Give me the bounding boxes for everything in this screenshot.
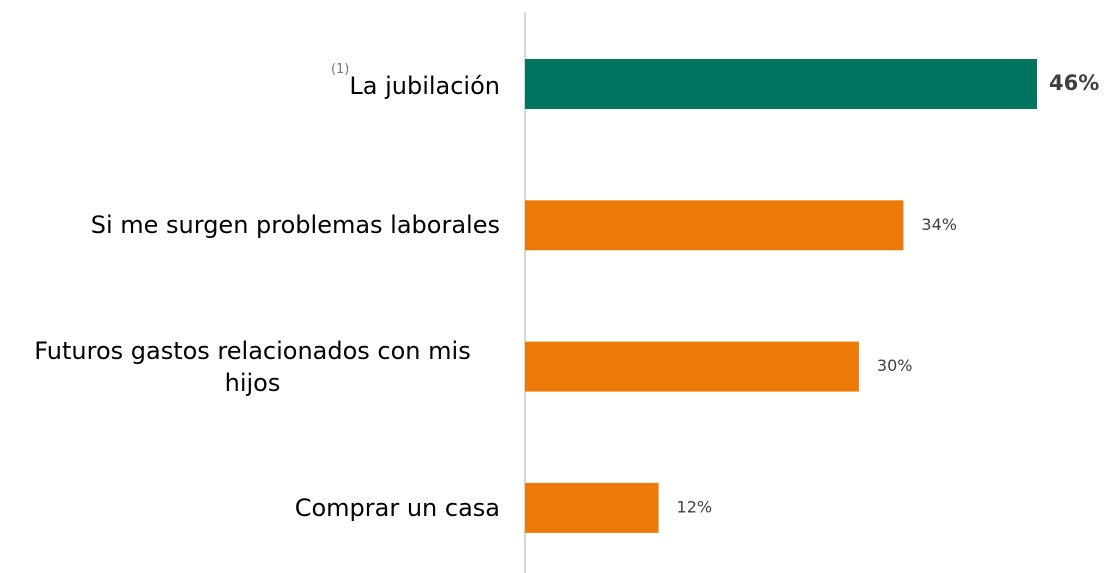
category-name: Futuros gastos relacionados con mis hijo… xyxy=(34,336,471,397)
category-label: (1)La jubilación xyxy=(5,39,500,129)
category-name: La jubilación xyxy=(349,72,500,100)
category-text: (1)La jubilación xyxy=(331,62,500,102)
category-label: Comprar un casa xyxy=(5,463,500,553)
category-label: Futuros gastos relacionados con mis hijo… xyxy=(5,322,500,412)
data-label: 30% xyxy=(877,356,913,375)
category-label: Si me surgen problemas laborales xyxy=(5,180,500,270)
footnote-mark: (1) xyxy=(330,62,350,77)
category-name: Comprar un casa xyxy=(294,493,500,522)
category-name: Si me surgen problemas laborales xyxy=(90,211,500,240)
bar xyxy=(525,59,1037,109)
bar xyxy=(525,341,859,392)
category-text: Futuros gastos relacionados con mis hijo… xyxy=(5,335,500,399)
bar xyxy=(525,200,904,251)
data-label: 46% xyxy=(1049,71,1099,95)
bar xyxy=(525,482,659,533)
category-text: Comprar un casa xyxy=(295,492,500,524)
data-label: 12% xyxy=(677,497,713,516)
data-label: 34% xyxy=(921,215,957,234)
category-text: Si me surgen problemas laborales xyxy=(91,209,500,241)
